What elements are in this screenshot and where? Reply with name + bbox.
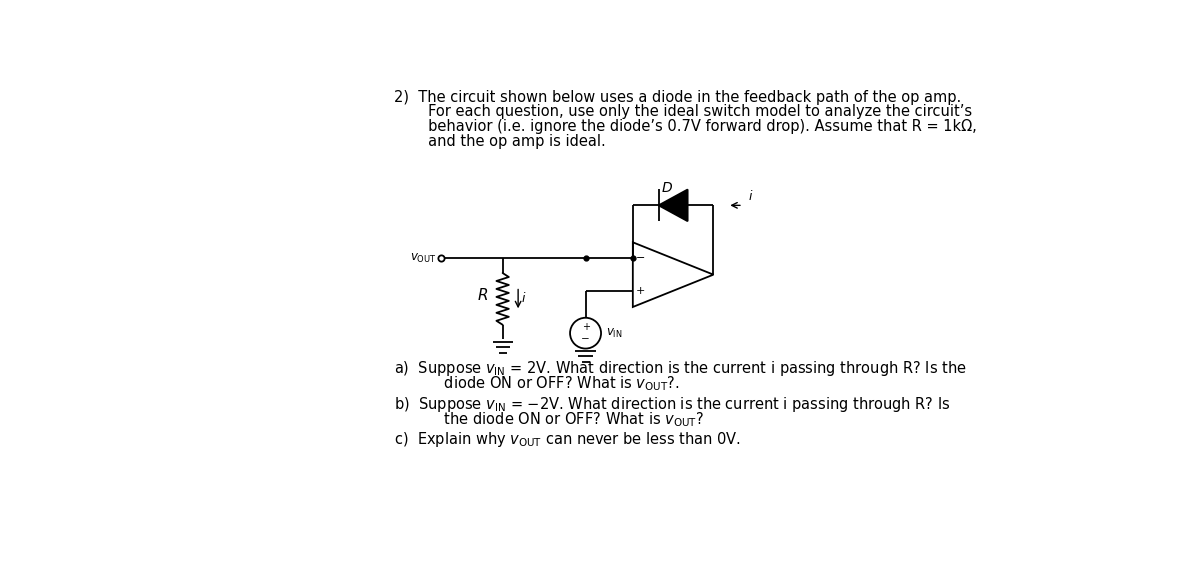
Text: −: − [636, 253, 646, 263]
Text: +: + [582, 322, 589, 332]
Polygon shape [659, 189, 688, 221]
Text: $v_\mathrm{OUT}$: $v_\mathrm{OUT}$ [409, 252, 436, 265]
Text: 2)  The circuit shown below uses a diode in the feedback path of the op amp.: 2) The circuit shown below uses a diode … [394, 90, 961, 105]
Text: diode ON or OFF? What is $v_{\mathrm{OUT}}$?.: diode ON or OFF? What is $v_{\mathrm{OUT… [416, 375, 679, 393]
Text: i: i [749, 189, 751, 203]
Text: b)  Suppose $v_{\mathrm{IN}}$ = −2V. What direction is the current i passing thr: b) Suppose $v_{\mathrm{IN}}$ = −2V. What… [394, 395, 950, 414]
Text: and the op amp is ideal.: and the op amp is ideal. [404, 134, 606, 149]
Text: For each question, use only the ideal switch model to analyze the circuit’s: For each question, use only the ideal sw… [404, 105, 972, 119]
Text: +: + [636, 286, 646, 296]
Text: i: i [522, 292, 526, 306]
Text: behavior (i.e. ignore the diode’s 0.7V forward drop). Assume that R = 1kΩ,: behavior (i.e. ignore the diode’s 0.7V f… [404, 119, 977, 134]
Text: $v_\mathrm{IN}$: $v_\mathrm{IN}$ [606, 327, 623, 340]
Text: R: R [478, 287, 488, 303]
Text: a)  Suppose $v_{\mathrm{IN}}$ = 2V. What direction is the current i passing thro: a) Suppose $v_{\mathrm{IN}}$ = 2V. What … [394, 360, 967, 378]
Text: c)  Explain why $v_{\mathrm{OUT}}$ can never be less than 0V.: c) Explain why $v_{\mathrm{OUT}}$ can ne… [394, 430, 740, 449]
Text: −: − [581, 335, 590, 344]
Text: D: D [661, 180, 672, 195]
Text: the diode ON or OFF? What is $v_{\mathrm{OUT}}$?: the diode ON or OFF? What is $v_{\mathrm… [416, 410, 704, 429]
